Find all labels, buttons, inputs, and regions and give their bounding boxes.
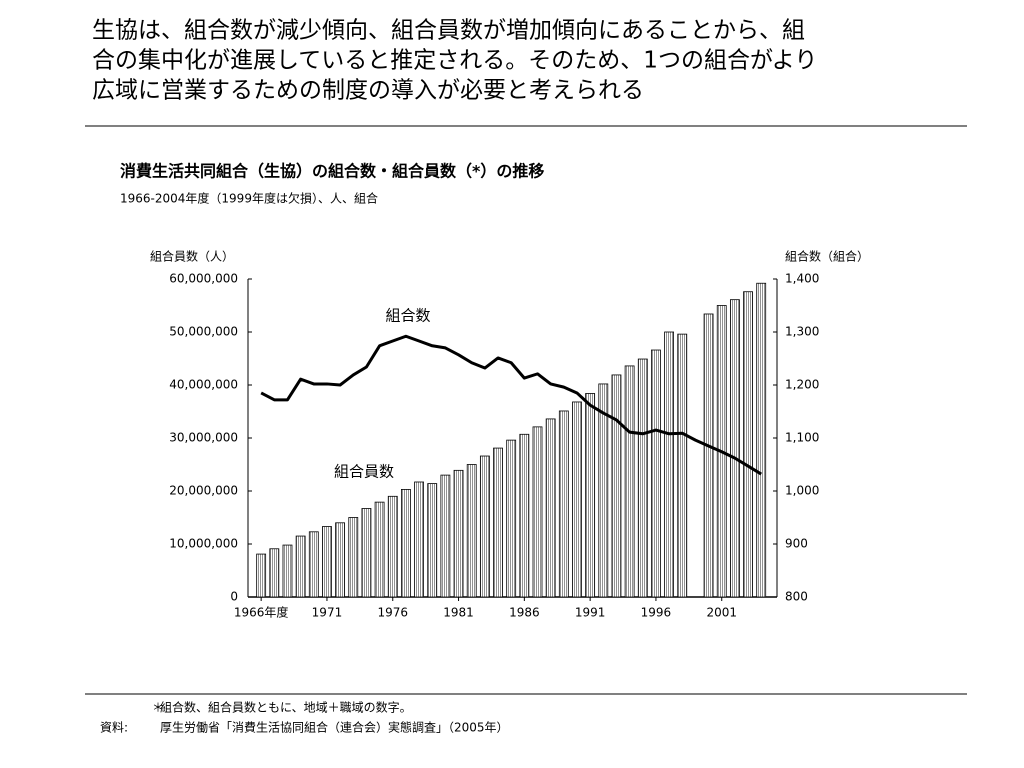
bar [282, 544, 293, 598]
bar [479, 455, 490, 598]
y2-tick-label: 1,000 [785, 484, 819, 498]
bar [361, 508, 372, 598]
note-text: 厚生労働省「消費生活協同組合（連合会）実態調査」（2005年） [160, 720, 509, 735]
bar [414, 481, 424, 598]
note-text: 組合数、組合員数ともに、地域＋職域の数字。 [160, 700, 412, 715]
bar [651, 349, 661, 598]
bar [519, 433, 530, 598]
y2-axis-title: 組合数（組合） [785, 249, 869, 264]
bar [558, 410, 569, 598]
bar [387, 495, 398, 598]
headline: 広域に営業するための制度の導入が必要と考えられる [92, 78, 644, 104]
x-tick-label: 2001 [706, 606, 737, 620]
bar [374, 501, 385, 598]
y-tick-label: 40,000,000 [169, 378, 238, 392]
x-tick-label: 1986 [509, 606, 540, 620]
bar [598, 383, 609, 598]
bar [532, 426, 543, 598]
series-label: 組合員数 [334, 463, 394, 481]
bar [493, 447, 503, 598]
x-tick-label: 1966年度 [234, 605, 289, 620]
note-mark: ＊ [152, 701, 164, 715]
y-tick-label: 30,000,000 [169, 431, 238, 445]
y-tick-label: 0 [230, 590, 238, 604]
y2-tick-label: 800 [785, 590, 808, 604]
bar [743, 291, 753, 598]
bar [427, 483, 438, 598]
chart-title: 消費生活共同組合（生協）の組合数・組合員数（*）の推移 [120, 162, 544, 181]
bar [348, 517, 359, 598]
bar [322, 526, 332, 598]
bar [295, 535, 306, 598]
bar [624, 365, 635, 598]
y2-tick-label: 1,100 [785, 431, 819, 445]
line [260, 334, 762, 476]
bar [466, 464, 477, 598]
bar [308, 531, 319, 598]
bar [256, 553, 267, 598]
bar [453, 469, 464, 598]
bar [729, 299, 740, 598]
y-axis-title: 組合員数（人） [150, 249, 234, 264]
bar [756, 282, 767, 598]
bar [585, 393, 596, 598]
y-tick-label: 50,000,000 [169, 325, 238, 339]
bar [637, 358, 648, 598]
bar [703, 313, 714, 598]
y2-tick-label: 900 [785, 537, 808, 551]
y-tick-label: 60,000,000 [169, 272, 238, 286]
x-tick-label: 1981 [443, 606, 474, 620]
bar [506, 439, 517, 598]
y2-tick-label: 1,200 [785, 378, 819, 392]
y2-tick-label: 1,400 [785, 272, 819, 286]
series-label: 組合数 [385, 307, 430, 325]
bar [677, 333, 688, 598]
bar [545, 418, 556, 598]
bar [611, 374, 622, 598]
bar [440, 474, 451, 598]
headline: 生協は、組合数が減少傾向、組合員数が増加傾向にあることから、組 [92, 18, 805, 44]
chart-subtitle: 1966-2004年度（1999年度は欠損）、人、組合 [120, 191, 378, 206]
y-tick-label: 20,000,000 [169, 484, 238, 498]
note-mark: 資料: [100, 721, 128, 735]
y-tick-label: 10,000,000 [169, 537, 238, 551]
x-tick-label: 1996 [641, 606, 672, 620]
y2-tick-label: 1,300 [785, 325, 819, 339]
bar [572, 401, 582, 598]
x-tick-label: 1976 [377, 606, 408, 620]
plot: 0 10,000,000 20,000,000 30,000,000 40,000,00… [169, 272, 819, 620]
bar [664, 331, 674, 598]
bar [335, 522, 346, 598]
bar [401, 489, 411, 598]
x-tick-label: 1971 [312, 606, 343, 620]
x-tick-label: 1991 [575, 606, 606, 620]
bar [269, 548, 280, 598]
headline: 合の集中化が進展していると推定される。そのため、1つの組合がより [92, 48, 817, 74]
